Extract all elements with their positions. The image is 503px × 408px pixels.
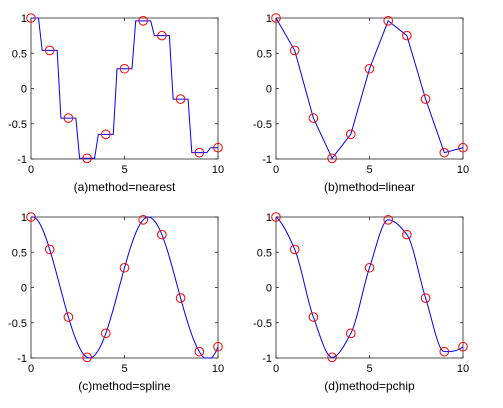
data-point-marker <box>439 346 450 357</box>
data-point-marker <box>82 352 92 363</box>
subplot-title: (b)method=linear <box>324 180 415 194</box>
data-point-marker <box>63 113 74 123</box>
axes-frame <box>30 17 219 160</box>
data-point-marker <box>138 215 148 225</box>
x-tick-label: 10 <box>457 363 469 375</box>
data-point-marker <box>383 16 394 26</box>
y-tick-label: 0.5 <box>12 247 27 259</box>
data-point-marker <box>194 147 205 158</box>
data-point-marker <box>175 293 186 303</box>
data-point-marker <box>82 153 92 164</box>
x-tick-label: 0 <box>28 363 34 375</box>
data-point-marker <box>383 215 394 225</box>
x-tick-label: 5 <box>366 164 372 176</box>
data-point-marker <box>157 30 167 41</box>
y-tick-label: -0.5 <box>253 318 272 330</box>
subplot-title: (c)method=spline <box>78 379 171 393</box>
data-point-marker <box>346 328 356 339</box>
data-point-marker <box>271 212 281 222</box>
x-tick-label: 0 <box>273 164 279 176</box>
y-tick-label: -1 <box>262 154 272 166</box>
y-tick-label: -1 <box>17 154 27 166</box>
data-point-marker <box>175 94 186 104</box>
data-point-marker <box>194 346 205 357</box>
data-point-marker <box>364 63 375 74</box>
data-point-marker <box>101 129 111 140</box>
data-point-marker <box>138 16 148 26</box>
y-tick-label: 0 <box>266 283 272 295</box>
y-tick-label: 0 <box>21 283 27 295</box>
subplot-1: 0 5 10 -1 -0.5 0 0.5 1 (a)method=nearest <box>8 13 224 194</box>
data-point-marker <box>308 312 319 322</box>
data-point-marker <box>213 142 223 153</box>
data-point-marker <box>439 147 450 158</box>
y-tick-label: 0.5 <box>257 48 272 60</box>
x-tick-label: 10 <box>212 363 224 375</box>
data-point-marker <box>308 113 319 123</box>
y-tick-label: 1 <box>266 13 272 25</box>
data-point-marker <box>289 244 300 255</box>
y-tick-label: 0 <box>266 84 272 96</box>
interpolated-line <box>275 17 464 160</box>
interpolated-line <box>31 216 219 359</box>
data-point-marker <box>458 341 468 352</box>
data-point-marker <box>157 229 167 240</box>
subplot-title: (a)method=nearest <box>74 180 176 194</box>
x-tick-label: 0 <box>273 363 279 375</box>
y-tick-label: 1 <box>266 212 272 224</box>
data-point-marker <box>44 244 55 255</box>
x-tick-label: 5 <box>121 164 127 176</box>
x-tick-label: 10 <box>212 164 224 176</box>
data-point-marker <box>402 229 412 240</box>
data-point-marker <box>364 262 375 273</box>
data-point-marker <box>402 30 412 41</box>
subplot-4: 0 5 10 -1 -0.5 0 0.5 1 (d)method=pchip <box>253 212 469 393</box>
y-tick-label: 0 <box>21 84 27 96</box>
y-tick-label: 0.5 <box>12 48 27 60</box>
data-point-marker <box>44 45 55 56</box>
interpolated-line <box>275 216 464 358</box>
data-point-marker <box>327 153 337 164</box>
data-point-marker <box>101 328 111 339</box>
data-point-marker <box>289 45 300 56</box>
data-point-marker <box>119 63 130 74</box>
y-tick-label: -1 <box>262 353 272 365</box>
axes-frame <box>30 216 219 359</box>
data-point-marker <box>458 142 468 153</box>
y-tick-label: 1 <box>21 13 27 25</box>
data-point-marker <box>420 94 431 104</box>
data-point-marker <box>26 212 36 222</box>
axes-frame <box>275 216 464 359</box>
data-point-marker <box>327 352 337 363</box>
data-point-marker <box>26 13 36 23</box>
y-tick-label: -0.5 <box>253 119 272 131</box>
x-tick-label: 10 <box>457 164 469 176</box>
data-point-marker <box>420 293 431 303</box>
x-tick-label: 5 <box>366 363 372 375</box>
data-point-marker <box>271 13 281 23</box>
data-point-marker <box>213 341 223 352</box>
data-point-marker <box>119 262 130 273</box>
y-tick-label: -1 <box>17 353 27 365</box>
subplot-3: 0 5 10 -1 -0.5 0 0.5 1 (c)method=spline <box>8 212 224 393</box>
y-tick-label: -0.5 <box>8 318 27 330</box>
subplot-title: (d)method=pchip <box>324 379 415 393</box>
y-tick-label: 0.5 <box>257 247 272 259</box>
y-tick-label: -0.5 <box>8 119 27 131</box>
interpolated-line <box>31 17 218 159</box>
x-tick-label: 0 <box>28 164 34 176</box>
data-point-marker <box>346 129 356 140</box>
data-point-marker <box>63 312 74 322</box>
subplot-2: 0 5 10 -1 -0.5 0 0.5 1 (b)method=linear <box>253 13 469 194</box>
axes-frame <box>275 17 464 160</box>
x-tick-label: 5 <box>121 363 127 375</box>
y-tick-label: 1 <box>21 212 27 224</box>
